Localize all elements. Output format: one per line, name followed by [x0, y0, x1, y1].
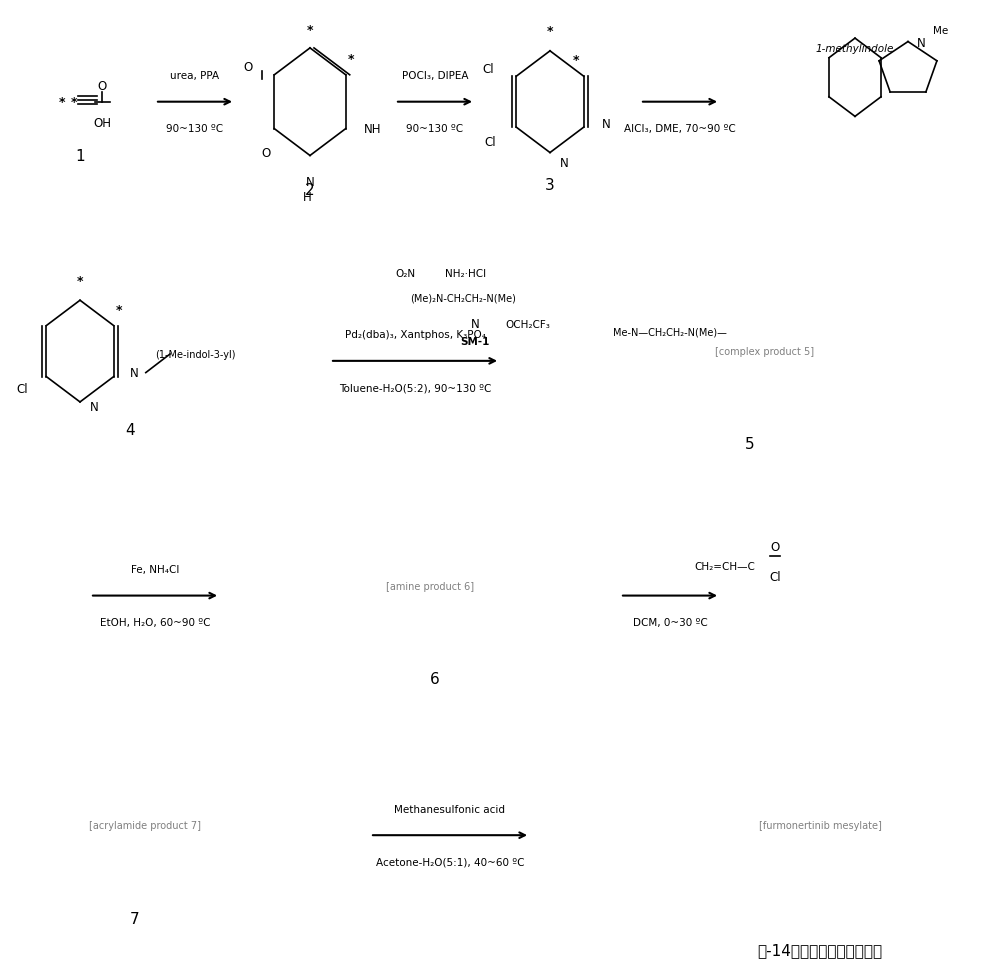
- Text: Me-N—CH₂CH₂-N(Me)—: Me-N—CH₂CH₂-N(Me)—: [613, 327, 727, 337]
- Text: [furmonertinib mesylate]: [furmonertinib mesylate]: [759, 821, 881, 830]
- Text: 4: 4: [125, 422, 135, 438]
- Text: EtOH, H₂O, 60~90 ºC: EtOH, H₂O, 60~90 ºC: [100, 617, 210, 627]
- Text: O: O: [770, 540, 780, 554]
- Text: H: H: [303, 191, 311, 203]
- Text: 6: 6: [430, 671, 440, 687]
- Text: *: *: [71, 96, 77, 109]
- Text: 90~130 ºC: 90~130 ºC: [166, 124, 224, 134]
- Text: NH: NH: [364, 123, 381, 136]
- Text: (Me)₂N-CH₂CH₂-N(Me): (Me)₂N-CH₂CH₂-N(Me): [410, 293, 516, 303]
- Text: N: N: [130, 366, 139, 380]
- Text: urea, PPA: urea, PPA: [170, 71, 220, 81]
- Text: N: N: [602, 117, 611, 131]
- Text: N: N: [90, 401, 99, 414]
- Text: CH₂=CH—C: CH₂=CH—C: [694, 562, 755, 572]
- Text: 90~130 ºC: 90~130 ºC: [406, 124, 464, 134]
- Text: [amine product 6]: [amine product 6]: [386, 581, 474, 591]
- Text: POCl₃, DIPEA: POCl₃, DIPEA: [402, 71, 468, 81]
- Text: Fe, NH₄Cl: Fe, NH₄Cl: [131, 565, 179, 574]
- Text: Cl: Cl: [483, 63, 494, 76]
- Text: SM-1: SM-1: [460, 337, 490, 347]
- Text: 7: 7: [130, 911, 140, 926]
- Text: N: N: [471, 318, 479, 331]
- Text: Methanesulfonic acid: Methanesulfonic acid: [394, 804, 506, 814]
- Text: *: *: [59, 96, 65, 109]
- Text: AlCl₃, DME, 70~90 ºC: AlCl₃, DME, 70~90 ºC: [624, 124, 736, 134]
- Text: N: N: [917, 36, 925, 50]
- Text: Cl: Cl: [17, 382, 28, 396]
- Text: Pd₂(dba)₃, Xantphos, K₃PO₄: Pd₂(dba)₃, Xantphos, K₃PO₄: [345, 330, 486, 340]
- Text: 碳-14双标记甲磺酸伏美替尼: 碳-14双标记甲磺酸伏美替尼: [757, 942, 883, 957]
- Text: [acrylamide product 7]: [acrylamide product 7]: [89, 821, 201, 830]
- Text: O: O: [97, 80, 107, 93]
- Text: (1-Me-indol-3-yl): (1-Me-indol-3-yl): [155, 350, 235, 360]
- Text: Cl: Cl: [485, 136, 496, 149]
- Text: *: *: [347, 53, 354, 66]
- Text: O: O: [243, 62, 252, 74]
- Text: 3: 3: [545, 178, 555, 193]
- Text: OCH₂CF₃: OCH₂CF₃: [505, 319, 550, 329]
- Text: 2: 2: [305, 183, 315, 198]
- Text: OH: OH: [93, 117, 111, 130]
- Text: 1: 1: [75, 149, 85, 164]
- Text: *: *: [307, 24, 313, 37]
- Text: *: *: [547, 25, 553, 38]
- Text: [complex product 5]: [complex product 5]: [715, 347, 815, 357]
- Text: O₂N: O₂N: [395, 269, 415, 278]
- Text: *: *: [573, 55, 579, 67]
- Text: 5: 5: [745, 437, 755, 452]
- Text: N: N: [306, 176, 314, 189]
- Text: Acetone-H₂O(5:1), 40~60 ºC: Acetone-H₂O(5:1), 40~60 ºC: [376, 857, 524, 867]
- Text: O: O: [262, 147, 271, 160]
- Text: Cl: Cl: [769, 570, 781, 583]
- Text: N: N: [560, 156, 569, 170]
- Text: DCM, 0~30 ºC: DCM, 0~30 ºC: [633, 617, 707, 627]
- Text: *: *: [116, 304, 122, 317]
- Text: NH₂·HCl: NH₂·HCl: [445, 269, 486, 278]
- Text: Me: Me: [933, 26, 948, 36]
- Text: *: *: [77, 275, 83, 287]
- Text: 1-methylindole: 1-methylindole: [816, 44, 894, 54]
- Text: Toluene-H₂O(5:2), 90~130 ºC: Toluene-H₂O(5:2), 90~130 ºC: [339, 383, 491, 393]
